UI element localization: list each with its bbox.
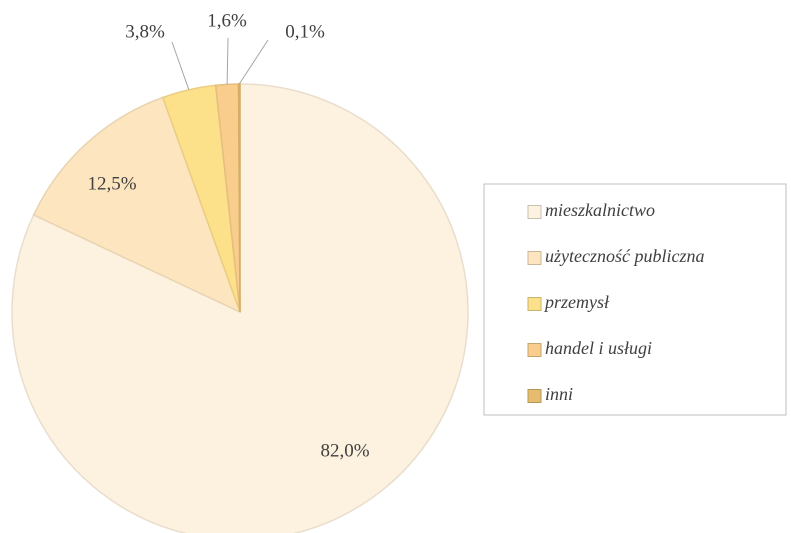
legend-label: użyteczność publiczna xyxy=(545,246,704,266)
pie-slice xyxy=(237,83,241,313)
legend-label: mieszkalnictwo xyxy=(545,200,655,220)
leader-line xyxy=(226,37,229,85)
pie-slice xyxy=(11,83,469,533)
leader-line xyxy=(238,39,269,85)
data-label: 12,5% xyxy=(87,173,136,194)
legend-label: inni xyxy=(545,384,573,404)
legend-label: handel i usługi xyxy=(545,338,652,358)
legend-swatch xyxy=(527,297,542,311)
legend-swatch xyxy=(527,205,542,219)
pie-slice xyxy=(32,96,242,314)
legend-swatch xyxy=(527,251,542,265)
legend-label: przemysł xyxy=(543,292,610,312)
data-label: 3,8% xyxy=(125,21,165,42)
data-label: 1,6% xyxy=(207,10,247,31)
legend-swatch xyxy=(527,389,542,403)
data-label: 82,0% xyxy=(320,440,369,461)
legend-swatch xyxy=(527,343,542,357)
data-label: 0,1% xyxy=(285,21,325,42)
leader-line xyxy=(171,41,190,90)
